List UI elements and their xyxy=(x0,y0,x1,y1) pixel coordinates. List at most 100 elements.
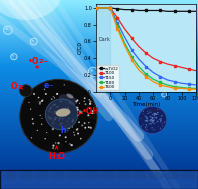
T150 xyxy=(166,79,169,81)
Text: 2: 2 xyxy=(39,59,43,64)
Circle shape xyxy=(153,130,154,131)
Circle shape xyxy=(56,93,58,94)
Circle shape xyxy=(46,132,47,133)
Circle shape xyxy=(161,122,162,123)
Circle shape xyxy=(54,121,55,123)
Circle shape xyxy=(143,113,144,114)
Circle shape xyxy=(84,97,86,99)
T180 xyxy=(195,87,197,89)
T150 xyxy=(130,49,133,51)
Circle shape xyxy=(71,104,73,105)
T150 xyxy=(138,58,140,60)
Circle shape xyxy=(89,99,90,101)
Circle shape xyxy=(156,122,157,123)
Circle shape xyxy=(45,93,47,95)
Circle shape xyxy=(49,111,50,112)
w-TiO2 xyxy=(173,10,176,12)
Circle shape xyxy=(90,69,93,72)
w-TiO2 xyxy=(188,10,190,12)
Circle shape xyxy=(161,115,163,117)
Circle shape xyxy=(180,70,182,72)
Circle shape xyxy=(152,127,153,128)
Circle shape xyxy=(45,138,46,139)
Circle shape xyxy=(72,119,74,120)
Circle shape xyxy=(147,120,148,121)
T100 xyxy=(195,70,197,72)
Circle shape xyxy=(163,93,164,94)
Ellipse shape xyxy=(67,172,83,180)
Circle shape xyxy=(76,129,78,131)
Circle shape xyxy=(48,117,49,119)
Circle shape xyxy=(145,127,146,128)
Circle shape xyxy=(71,120,74,122)
Circle shape xyxy=(151,119,152,120)
Circle shape xyxy=(62,110,63,111)
Circle shape xyxy=(77,99,78,101)
Circle shape xyxy=(56,111,58,113)
Circle shape xyxy=(54,112,56,114)
Line: T180: T180 xyxy=(95,7,197,90)
Circle shape xyxy=(39,103,41,105)
Circle shape xyxy=(62,118,63,120)
T600 xyxy=(123,44,126,47)
T100 xyxy=(109,7,111,9)
Circle shape xyxy=(62,123,64,124)
Circle shape xyxy=(41,100,43,102)
Circle shape xyxy=(154,117,156,118)
Circle shape xyxy=(65,115,67,117)
Circle shape xyxy=(59,117,61,119)
w-TiO2 xyxy=(195,10,197,12)
Circle shape xyxy=(105,50,112,56)
Circle shape xyxy=(69,102,71,104)
Circle shape xyxy=(52,122,54,124)
Circle shape xyxy=(51,112,52,113)
Circle shape xyxy=(49,109,51,111)
w-TiO2 xyxy=(109,7,111,9)
Circle shape xyxy=(89,101,91,103)
T600 xyxy=(109,7,111,9)
Circle shape xyxy=(69,143,71,145)
T600 xyxy=(181,87,183,89)
Circle shape xyxy=(157,112,158,113)
Circle shape xyxy=(65,136,67,138)
T150 xyxy=(109,7,111,9)
w-TiO2 xyxy=(181,10,183,12)
T100 xyxy=(130,37,133,39)
Circle shape xyxy=(145,120,146,122)
T150 xyxy=(173,81,176,83)
Circle shape xyxy=(53,96,54,97)
T150 xyxy=(145,65,147,68)
Y-axis label: C/C0: C/C0 xyxy=(78,41,83,54)
Circle shape xyxy=(149,112,150,113)
Circle shape xyxy=(56,106,59,108)
T150 xyxy=(188,83,190,85)
Circle shape xyxy=(107,51,109,53)
Circle shape xyxy=(32,123,34,125)
Circle shape xyxy=(178,68,186,76)
Circle shape xyxy=(127,80,129,81)
Circle shape xyxy=(76,107,78,109)
Circle shape xyxy=(150,119,152,120)
Circle shape xyxy=(126,78,132,84)
Circle shape xyxy=(150,112,152,113)
Circle shape xyxy=(164,122,165,123)
Ellipse shape xyxy=(99,172,115,180)
T180 xyxy=(159,81,162,84)
T180 xyxy=(123,42,126,44)
Circle shape xyxy=(141,126,142,127)
Circle shape xyxy=(88,126,90,128)
T100 xyxy=(102,7,104,9)
Ellipse shape xyxy=(153,113,157,115)
Circle shape xyxy=(55,117,56,119)
w-TiO2 xyxy=(123,9,126,11)
Circle shape xyxy=(54,97,55,98)
T150 xyxy=(102,7,104,9)
Circle shape xyxy=(64,115,65,116)
Circle shape xyxy=(77,133,79,135)
T100 xyxy=(116,17,119,19)
Circle shape xyxy=(65,125,67,126)
Text: •O: •O xyxy=(28,57,39,66)
Circle shape xyxy=(68,118,70,119)
w-TiO2 xyxy=(145,9,147,12)
T150 xyxy=(181,82,183,84)
